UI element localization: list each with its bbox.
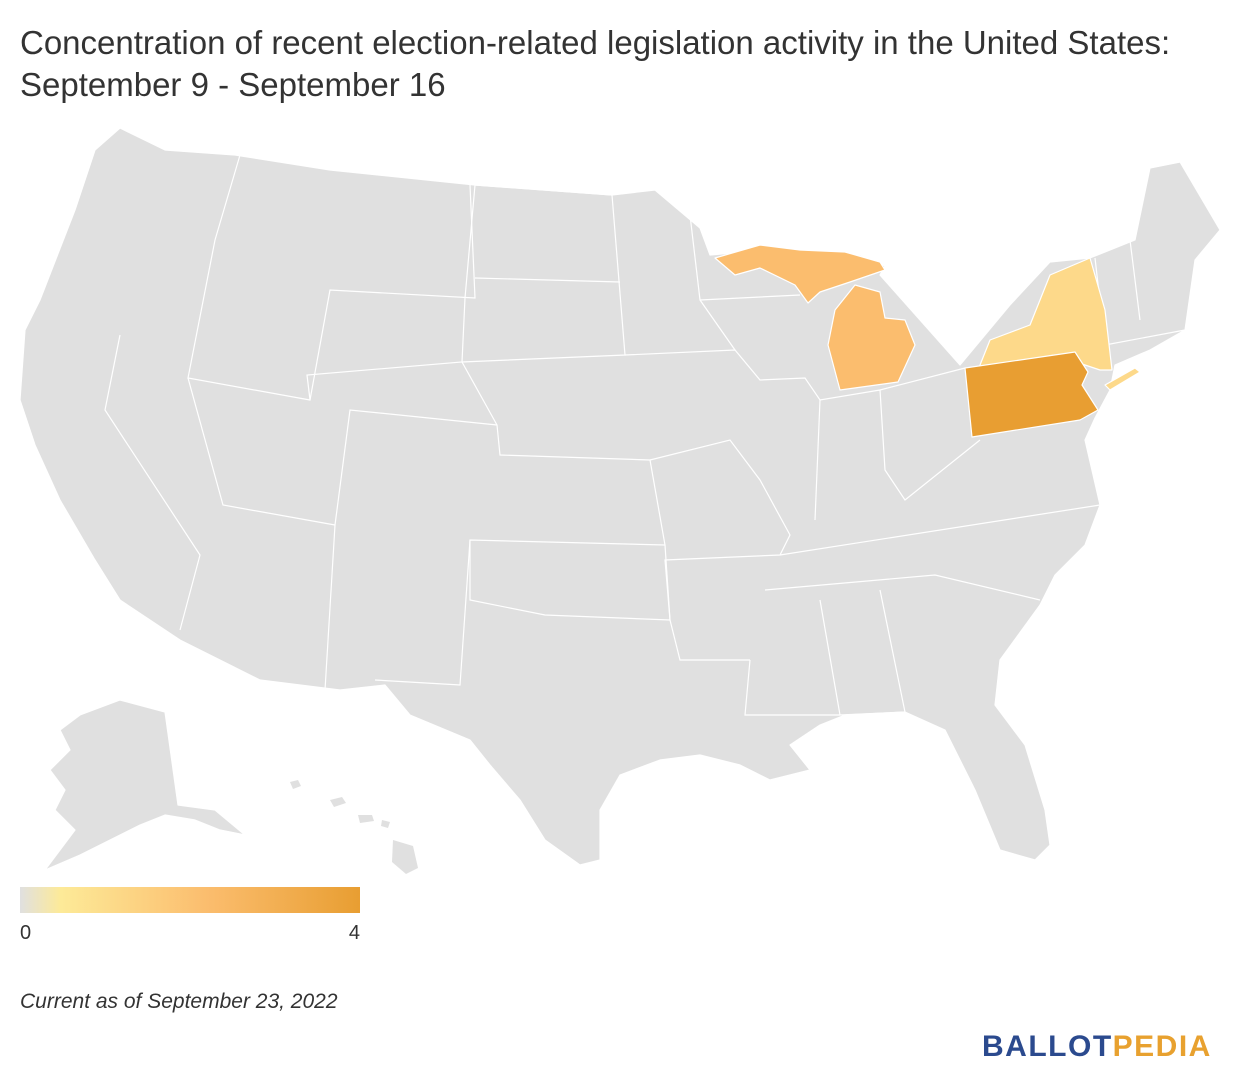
ballotpedia-logo: BALLOTPEDIA [982,1030,1212,1064]
contiguous-us-landmass [19,127,1221,866]
footnote: Current as of September 23, 2022 [20,990,338,1013]
state-alaska [44,699,246,871]
logo-text-ballot: BALLOT [982,1030,1113,1063]
state-pennsylvania [964,351,1099,438]
logo-text-pedia: PEDIA [1112,1030,1212,1063]
state-michigan-lower [827,284,916,391]
state-hawaii [290,780,418,874]
state-borders [104,154,1186,716]
legend-min-label: 0 [20,922,32,944]
color-legend: 0 4 [20,887,360,944]
state-new-york-long-island [1104,367,1141,391]
map-title: Concentration of recent election-related… [20,24,1171,103]
legend-max-label: 4 [348,922,360,944]
legend-gradient-bar [20,887,360,913]
state-michigan-upper [714,244,886,304]
